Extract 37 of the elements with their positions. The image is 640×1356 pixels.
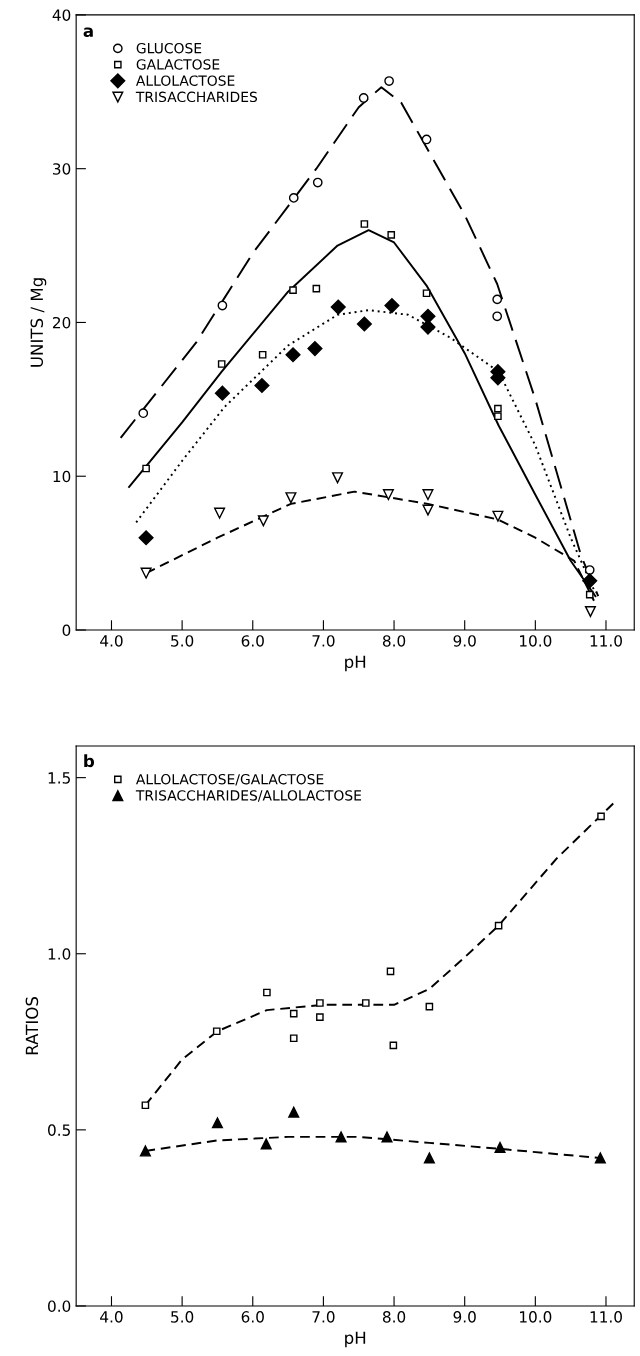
x-tick-label: 7.0 (312, 1311, 335, 1323)
legend-label: ALLOLACTOSE/GALACTOSE (135, 773, 324, 786)
x-tick-label: 8.0 (382, 635, 406, 647)
x-tick-label: 10.0 (520, 1311, 552, 1323)
annotation: a (83, 27, 93, 38)
x-tick-label: 7.0 (312, 635, 335, 647)
x-tick-label: 5.0 (171, 635, 194, 647)
x-axis-title: pH (345, 655, 366, 672)
legend-label: TRISACCHARIDES/ALLOLACTOSE (135, 790, 362, 802)
x-axis-title: pH (345, 1331, 366, 1348)
x-tick-label: 6.0 (241, 635, 264, 647)
legend-label: TRISACCHARIDES (135, 91, 258, 103)
y-tick-label: 30 (53, 163, 71, 175)
x-tick-label: 11.0 (590, 635, 622, 647)
x-tick-label: 8.0 (382, 1311, 406, 1323)
y-tick-label: 40 (52, 9, 71, 21)
y-tick-label: 10 (53, 470, 71, 483)
x-tick-label: 10.0 (520, 635, 552, 647)
y-tick-label: 0 (62, 624, 71, 637)
y-axis-title: UNITS / Mg (30, 278, 47, 367)
legend-label: GLUCOSE (136, 42, 202, 54)
y-axis-title: RATIOS (25, 996, 39, 1055)
x-tick-label: 4.0 (100, 1311, 123, 1323)
x-tick-label: 9.0 (453, 1311, 476, 1323)
legend-label: GALACTOSE (136, 59, 220, 70)
x-tick-label: 5.0 (171, 1311, 194, 1323)
y-tick-label: 0.5 (48, 1124, 70, 1136)
x-tick-label: 4.0 (100, 635, 123, 647)
legend-label: ALLOLACTOSE (135, 75, 235, 86)
y-tick-label: 1.0 (48, 948, 71, 960)
y-tick-label: 1.5 (48, 772, 70, 784)
annotation: b (84, 754, 95, 768)
y-tick-label: 0.0 (48, 1300, 71, 1312)
x-tick-label: 6.0 (241, 1311, 264, 1323)
x-tick-label: 11.0 (590, 1311, 622, 1323)
y-tick-label: 20 (52, 316, 71, 329)
x-tick-label: 9.0 (453, 635, 476, 647)
